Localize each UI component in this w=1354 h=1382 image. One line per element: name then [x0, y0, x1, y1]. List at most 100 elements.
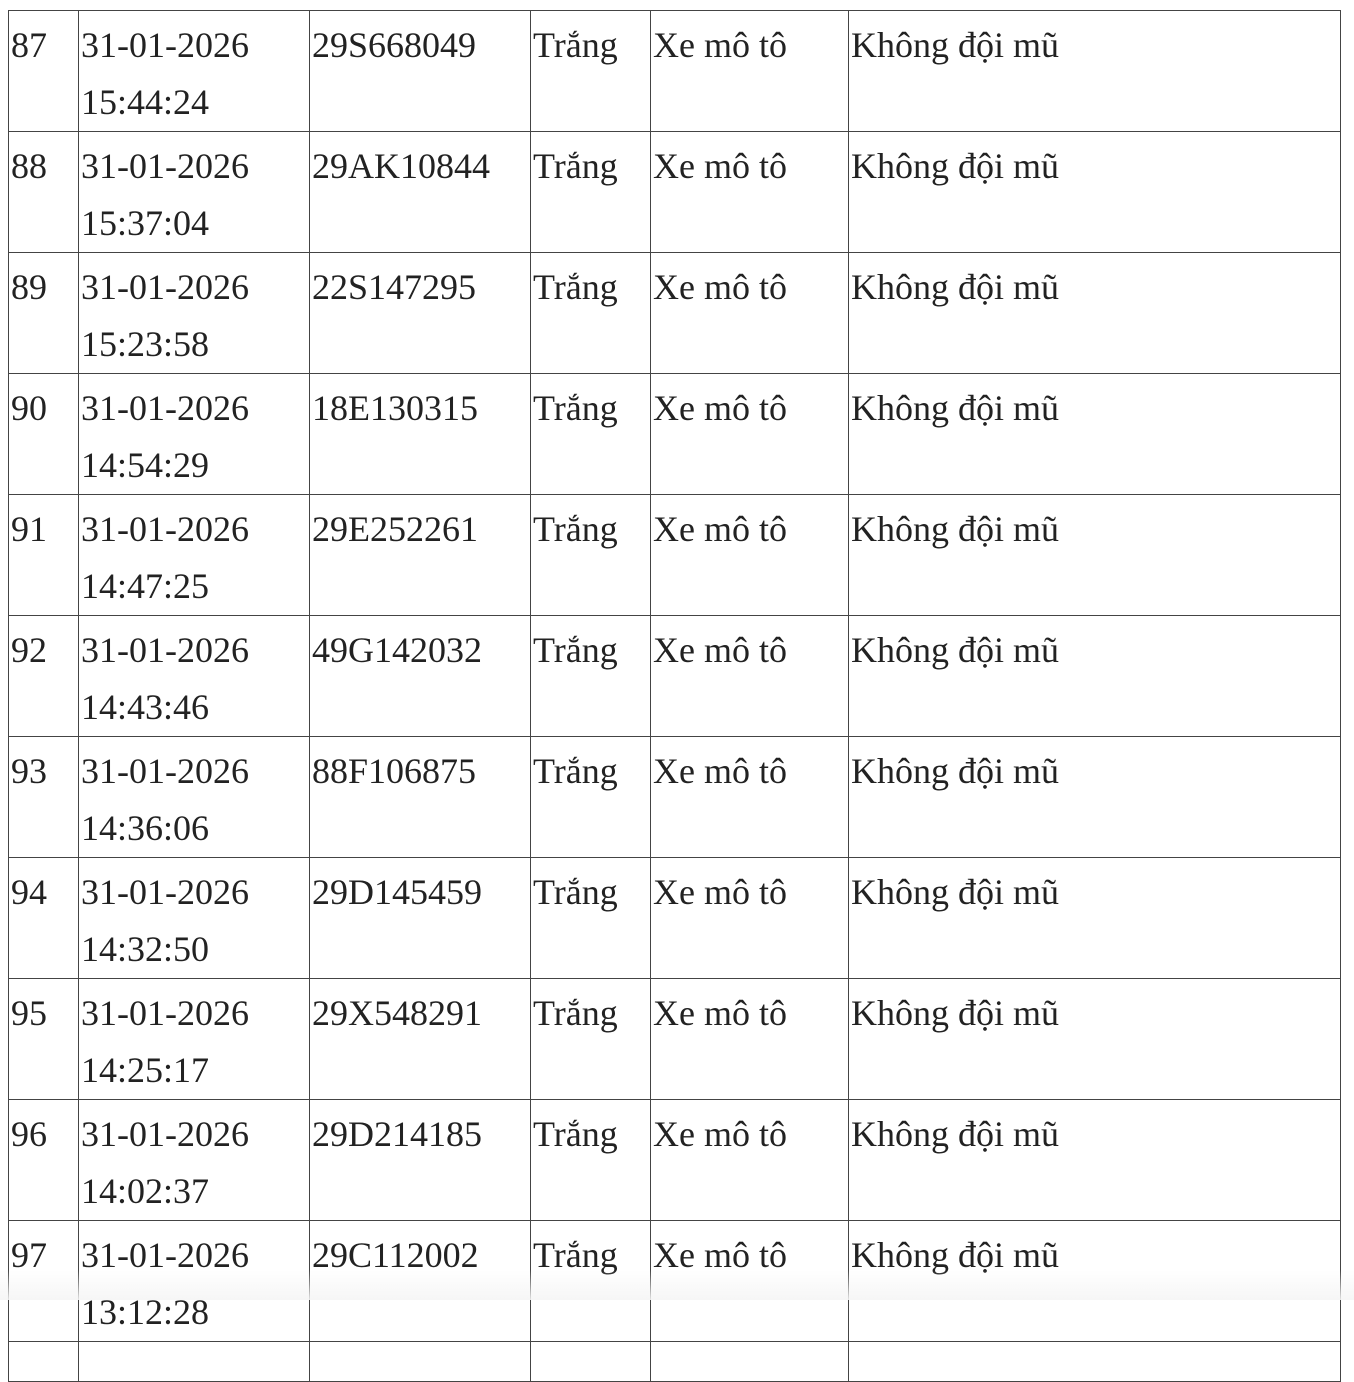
table-row: 97 31-01-2026 13:12:28 29C112002 Trắng Xe mô … — [8, 1220, 1341, 1342]
date: 31-01-2026 — [81, 388, 249, 428]
table-row: 88 31-01-2026 15:37:04 29AK10844 Trắng Xe mô … — [8, 131, 1341, 253]
cell-plate-color: Trắng — [530, 978, 651, 1100]
table-row: 90 31-01-2026 14:54:29 18E130315 Trắng Xe mô … — [8, 373, 1341, 495]
date: 31-01-2026 — [81, 630, 249, 670]
cell-datetime: 31-01-2026 14:43:46 — [78, 615, 310, 737]
table-row: 94 31-01-2026 14:32:50 29D145459 Trắng Xe mô … — [8, 857, 1341, 979]
cell-row-number: 91 — [8, 494, 79, 616]
cell-empty — [848, 1341, 1341, 1382]
cell-row-number: 92 — [8, 615, 79, 737]
cell-license-plate: 29C112002 — [309, 1220, 531, 1342]
cell-violation: Không đội mũ — [848, 978, 1341, 1100]
cell-violation: Không đội mũ — [848, 857, 1341, 979]
cell-datetime: 31-01-2026 14:02:37 — [78, 1099, 310, 1221]
cell-plate-color: Trắng — [530, 1220, 651, 1342]
cell-vehicle-type: Xe mô tô — [650, 615, 849, 737]
time: 14:47:25 — [81, 566, 210, 606]
cell-row-number: 94 — [8, 857, 79, 979]
cell-row-number: 89 — [8, 252, 79, 374]
cell-datetime: 31-01-2026 13:12:28 — [78, 1220, 310, 1342]
cell-license-plate: 29D214185 — [309, 1099, 531, 1221]
table-row: 91 31-01-2026 14:47:25 29E252261 Trắng Xe mô … — [8, 494, 1341, 616]
time: 14:25:17 — [81, 1050, 210, 1090]
cell-empty — [530, 1341, 651, 1382]
time: 14:02:37 — [81, 1171, 210, 1211]
cell-vehicle-type: Xe mô tô — [650, 736, 849, 858]
date: 31-01-2026 — [81, 25, 249, 65]
cell-plate-color: Trắng — [530, 494, 651, 616]
date: 31-01-2026 — [81, 146, 249, 186]
date: 31-01-2026 — [81, 993, 249, 1033]
cell-datetime: 31-01-2026 14:32:50 — [78, 857, 310, 979]
cell-plate-color: Trắng — [530, 373, 651, 495]
cell-vehicle-type: Xe mô tô — [650, 252, 849, 374]
time: 14:43:46 — [81, 687, 210, 727]
table-row-partial — [8, 1341, 1341, 1382]
cell-datetime: 31-01-2026 14:47:25 — [78, 494, 310, 616]
cell-license-plate: 22S147295 — [309, 252, 531, 374]
cell-empty — [309, 1341, 531, 1382]
cell-license-plate: 29S668049 — [309, 10, 531, 132]
cell-datetime: 31-01-2026 15:23:58 — [78, 252, 310, 374]
table-row: 96 31-01-2026 14:02:37 29D214185 Trắng Xe mô … — [8, 1099, 1341, 1221]
cell-row-number: 97 — [8, 1220, 79, 1342]
cell-plate-color: Trắng — [530, 1099, 651, 1221]
time: 14:54:29 — [81, 445, 210, 485]
table-row: 93 31-01-2026 14:36:06 88F106875 Trắng Xe mô … — [8, 736, 1341, 858]
table-row: 87 31-01-2026 15:44:24 29S668049 Trắng Xe mô … — [8, 10, 1341, 132]
time: 15:44:24 — [81, 82, 210, 122]
cell-row-number: 87 — [8, 10, 79, 132]
cell-vehicle-type: Xe mô tô — [650, 857, 849, 979]
cell-row-number: 95 — [8, 978, 79, 1100]
table-row: 95 31-01-2026 14:25:17 29X548291 Trắng Xe mô … — [8, 978, 1341, 1100]
time: 14:32:50 — [81, 929, 210, 969]
cell-vehicle-type: Xe mô tô — [650, 131, 849, 253]
time: 15:37:04 — [81, 203, 210, 243]
violation-table: 87 31-01-2026 15:44:24 29S668049 Trắng Xe mô … — [8, 10, 1341, 1382]
cell-vehicle-type: Xe mô tô — [650, 1220, 849, 1342]
cell-violation: Không đội mũ — [848, 1099, 1341, 1221]
date: 31-01-2026 — [81, 751, 249, 791]
date: 31-01-2026 — [81, 872, 249, 912]
cell-license-plate: 88F106875 — [309, 736, 531, 858]
cell-license-plate: 18E130315 — [309, 373, 531, 495]
cell-violation: Không đội mũ — [848, 494, 1341, 616]
cell-violation: Không đội mũ — [848, 1220, 1341, 1342]
cell-violation: Không đội mũ — [848, 373, 1341, 495]
cell-violation: Không đội mũ — [848, 736, 1341, 858]
time: 14:36:06 — [81, 808, 210, 848]
cell-plate-color: Trắng — [530, 252, 651, 374]
cell-row-number: 90 — [8, 373, 79, 495]
cell-vehicle-type: Xe mô tô — [650, 978, 849, 1100]
cell-license-plate: 29AK10844 — [309, 131, 531, 253]
cell-empty — [78, 1341, 310, 1382]
table-row: 92 31-01-2026 14:43:46 49G142032 Trắng Xe mô … — [8, 615, 1341, 737]
cell-violation: Không đội mũ — [848, 615, 1341, 737]
cell-violation: Không đội mũ — [848, 252, 1341, 374]
cell-datetime: 31-01-2026 14:54:29 — [78, 373, 310, 495]
cell-vehicle-type: Xe mô tô — [650, 373, 849, 495]
cell-plate-color: Trắng — [530, 615, 651, 737]
cell-plate-color: Trắng — [530, 857, 651, 979]
time: 13:12:28 — [81, 1292, 210, 1332]
date: 31-01-2026 — [81, 1114, 249, 1154]
cell-empty — [650, 1341, 849, 1382]
date: 31-01-2026 — [81, 509, 249, 549]
cell-datetime: 31-01-2026 14:25:17 — [78, 978, 310, 1100]
cell-empty — [8, 1341, 79, 1382]
cell-vehicle-type: Xe mô tô — [650, 1099, 849, 1221]
cell-row-number: 93 — [8, 736, 79, 858]
cell-license-plate: 29D145459 — [309, 857, 531, 979]
cell-license-plate: 29E252261 — [309, 494, 531, 616]
date: 31-01-2026 — [81, 267, 249, 307]
cell-license-plate: 49G142032 — [309, 615, 531, 737]
cell-license-plate: 29X548291 — [309, 978, 531, 1100]
cell-plate-color: Trắng — [530, 10, 651, 132]
cell-plate-color: Trắng — [530, 736, 651, 858]
table-row: 89 31-01-2026 15:23:58 22S147295 Trắng Xe mô … — [8, 252, 1341, 374]
cell-datetime: 31-01-2026 15:37:04 — [78, 131, 310, 253]
cell-plate-color: Trắng — [530, 131, 651, 253]
cell-vehicle-type: Xe mô tô — [650, 494, 849, 616]
cell-violation: Không đội mũ — [848, 10, 1341, 132]
cell-datetime: 31-01-2026 14:36:06 — [78, 736, 310, 858]
